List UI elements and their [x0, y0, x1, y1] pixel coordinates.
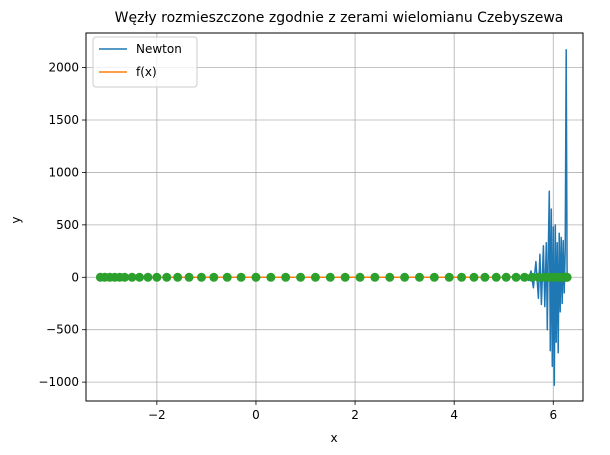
node-point	[162, 272, 172, 282]
node-point	[491, 272, 501, 282]
node-point	[184, 272, 194, 282]
y-tick-label: 500	[56, 218, 79, 232]
node-point	[400, 272, 410, 282]
y-axis-label: y	[9, 216, 23, 223]
legend-newton-label: Newton	[136, 42, 182, 56]
node-point	[414, 272, 424, 282]
grid	[86, 33, 583, 401]
node-point	[120, 272, 130, 282]
node-point	[236, 272, 246, 282]
node-point	[266, 272, 276, 282]
y-tick-label: 0	[71, 270, 79, 284]
y-axis-ticks: −1000 −500 0 500 1000 1500 2000	[38, 61, 86, 389]
legend: Newton f(x)	[92, 36, 198, 88]
x-tick-label: 0	[252, 408, 260, 422]
node-point	[527, 272, 537, 282]
x-tick-label: 4	[450, 408, 458, 422]
y-tick-label: −500	[46, 323, 79, 337]
node-point	[152, 272, 162, 282]
node-point	[444, 272, 454, 282]
node-point	[562, 272, 572, 282]
node-point	[209, 272, 219, 282]
x-axis-ticks: −2 0 2 4 6	[148, 401, 557, 422]
node-point	[501, 272, 511, 282]
node-point	[340, 272, 350, 282]
node-point	[370, 272, 380, 282]
node-point	[520, 272, 530, 282]
y-tick-label: 1500	[48, 113, 79, 127]
plot-area	[95, 49, 572, 387]
node-point	[173, 272, 183, 282]
node-point	[296, 272, 306, 282]
node-point	[281, 272, 291, 282]
node-point	[469, 272, 479, 282]
y-tick-label: 2000	[48, 61, 79, 75]
node-point	[480, 272, 490, 282]
node-point	[310, 272, 320, 282]
x-tick-label: 6	[549, 408, 557, 422]
chart-title: Węzły rozmieszczone zgodnie z zerami wie…	[115, 10, 564, 26]
legend-fx-label: f(x)	[136, 65, 157, 79]
node-point	[143, 272, 153, 282]
x-tick-label: −2	[148, 408, 166, 422]
node-point	[196, 272, 206, 282]
node-point	[385, 272, 395, 282]
y-tick-label: 1000	[48, 165, 79, 179]
node-point	[355, 272, 365, 282]
y-tick-label: −1000	[38, 375, 79, 389]
node-point	[127, 272, 137, 282]
x-tick-label: 2	[351, 408, 359, 422]
plot-frame	[85, 32, 584, 402]
node-point	[222, 272, 232, 282]
node-point	[251, 272, 261, 282]
node-point	[457, 272, 467, 282]
node-point	[135, 272, 145, 282]
x-axis-label: x	[330, 431, 337, 445]
node-point	[429, 272, 439, 282]
series-newton-line	[100, 49, 568, 387]
node-point	[325, 272, 335, 282]
node-point	[511, 272, 521, 282]
